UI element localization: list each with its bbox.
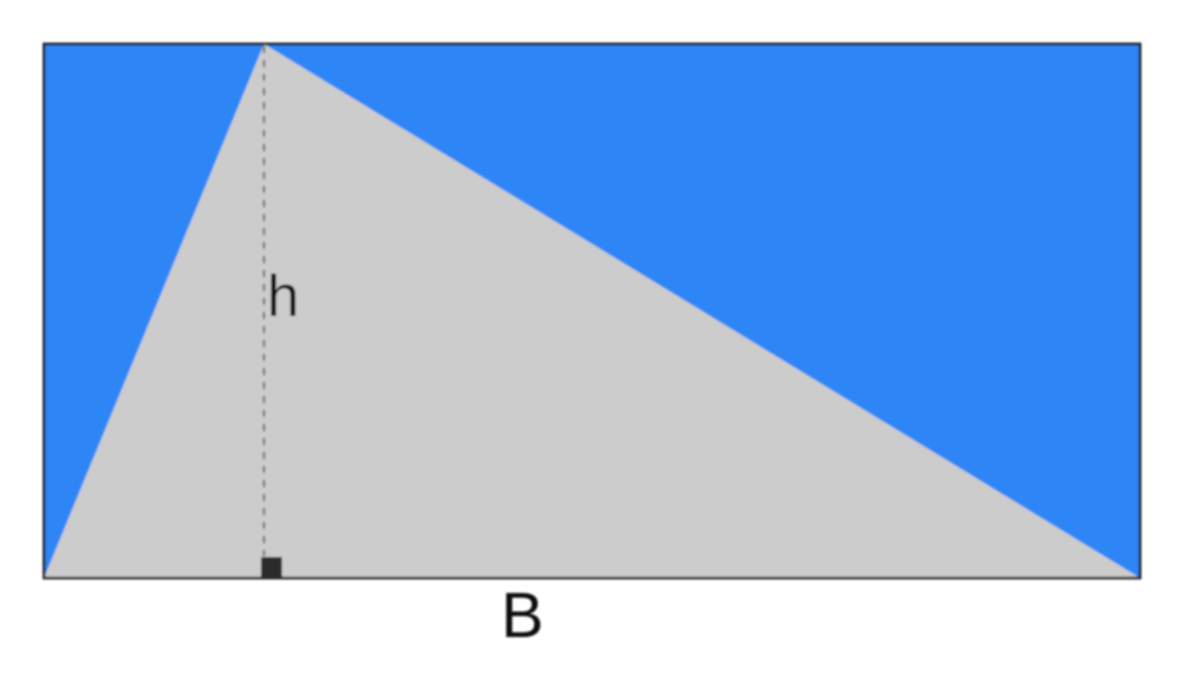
svg-text:h: h [267,264,299,329]
svg-text:B: B [501,579,544,651]
